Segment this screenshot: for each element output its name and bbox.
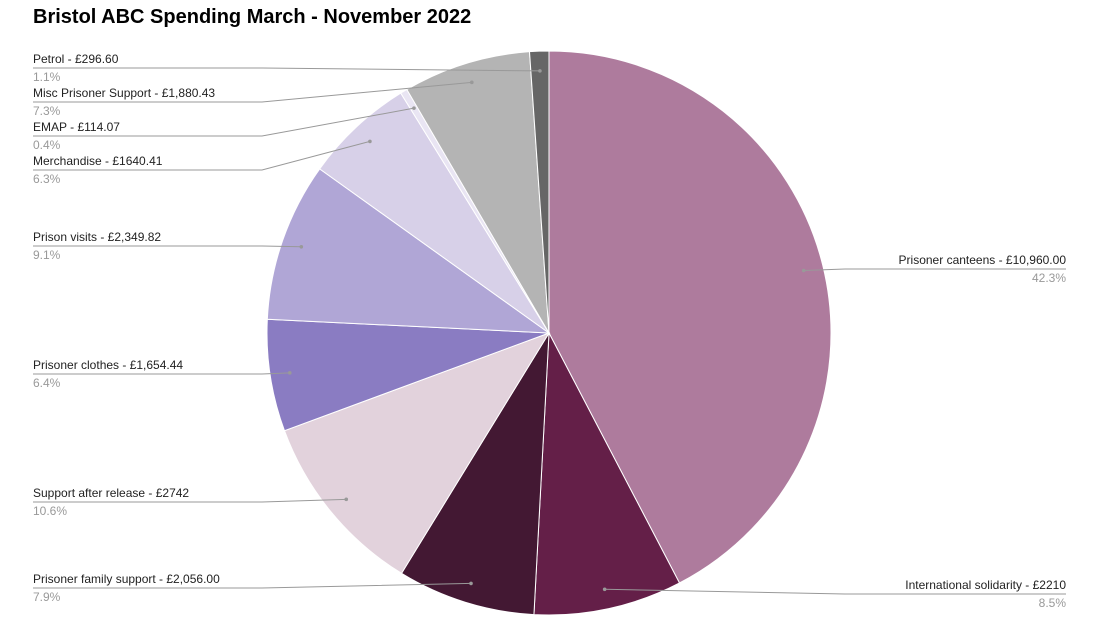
leader-dot xyxy=(412,106,416,110)
slice-label: Merchandise - £1640.41 xyxy=(33,154,163,168)
leader-dot xyxy=(538,69,542,73)
slice-percent: 0.4% xyxy=(33,138,61,152)
leader-line xyxy=(33,107,415,137)
slice-percent: 42.3% xyxy=(1032,271,1066,285)
slice-percent: 7.9% xyxy=(33,590,61,604)
leader-line xyxy=(33,140,371,171)
leader-dot xyxy=(469,581,473,586)
slice-percent: 10.6% xyxy=(33,504,67,518)
leader-line xyxy=(604,588,1066,595)
leader-dot xyxy=(287,371,292,375)
pie-slice xyxy=(283,332,551,575)
leader-line xyxy=(33,81,472,103)
slice-label: Prisoner clothes - £1,654.44 xyxy=(33,358,183,372)
slice-label: Misc Prisoner Support - £1,880.43 xyxy=(33,86,215,100)
slice-percent: 6.3% xyxy=(33,172,61,186)
slice-percent: 6.4% xyxy=(33,376,61,390)
leader-dot xyxy=(299,244,304,249)
pie-slice xyxy=(266,168,551,334)
leader-dot xyxy=(801,268,806,273)
pie-slice xyxy=(533,331,681,616)
slice-percent: 7.3% xyxy=(33,104,61,118)
leader-line xyxy=(803,268,1066,272)
slice-label: Petrol - £296.60 xyxy=(33,52,119,66)
chart-title: Bristol ABC Spending March - November 20… xyxy=(33,6,471,28)
slice-label: Prisoner canteens - £10,960.00 xyxy=(899,253,1067,267)
leader-dot xyxy=(602,587,607,592)
leader-dot xyxy=(368,139,372,144)
slice-percent: 1.1% xyxy=(33,70,61,84)
leader-dot xyxy=(470,80,474,85)
slice-percent: 9.1% xyxy=(33,248,61,262)
slice-label: Prisoner family support - £2,056.00 xyxy=(33,572,220,586)
slice-label: International solidarity - £2210 xyxy=(905,578,1066,592)
slice-percent: 8.5% xyxy=(1039,596,1067,610)
slice-label: Support after release - £2742 xyxy=(33,486,189,500)
slice-label: Prison visits - £2,349.82 xyxy=(33,230,161,244)
leader-line xyxy=(33,372,290,375)
leader-line xyxy=(33,582,472,589)
leader-line xyxy=(33,67,540,72)
pie-slice xyxy=(266,318,550,432)
leader-line xyxy=(33,245,302,248)
pie-slice xyxy=(406,51,550,334)
leader-line xyxy=(33,498,347,503)
pie-slice xyxy=(528,50,550,334)
pie-slice xyxy=(548,50,832,584)
slice-label: EMAP - £114.07 xyxy=(33,120,120,134)
leader-dot xyxy=(344,497,349,502)
pie-slice xyxy=(400,332,550,616)
